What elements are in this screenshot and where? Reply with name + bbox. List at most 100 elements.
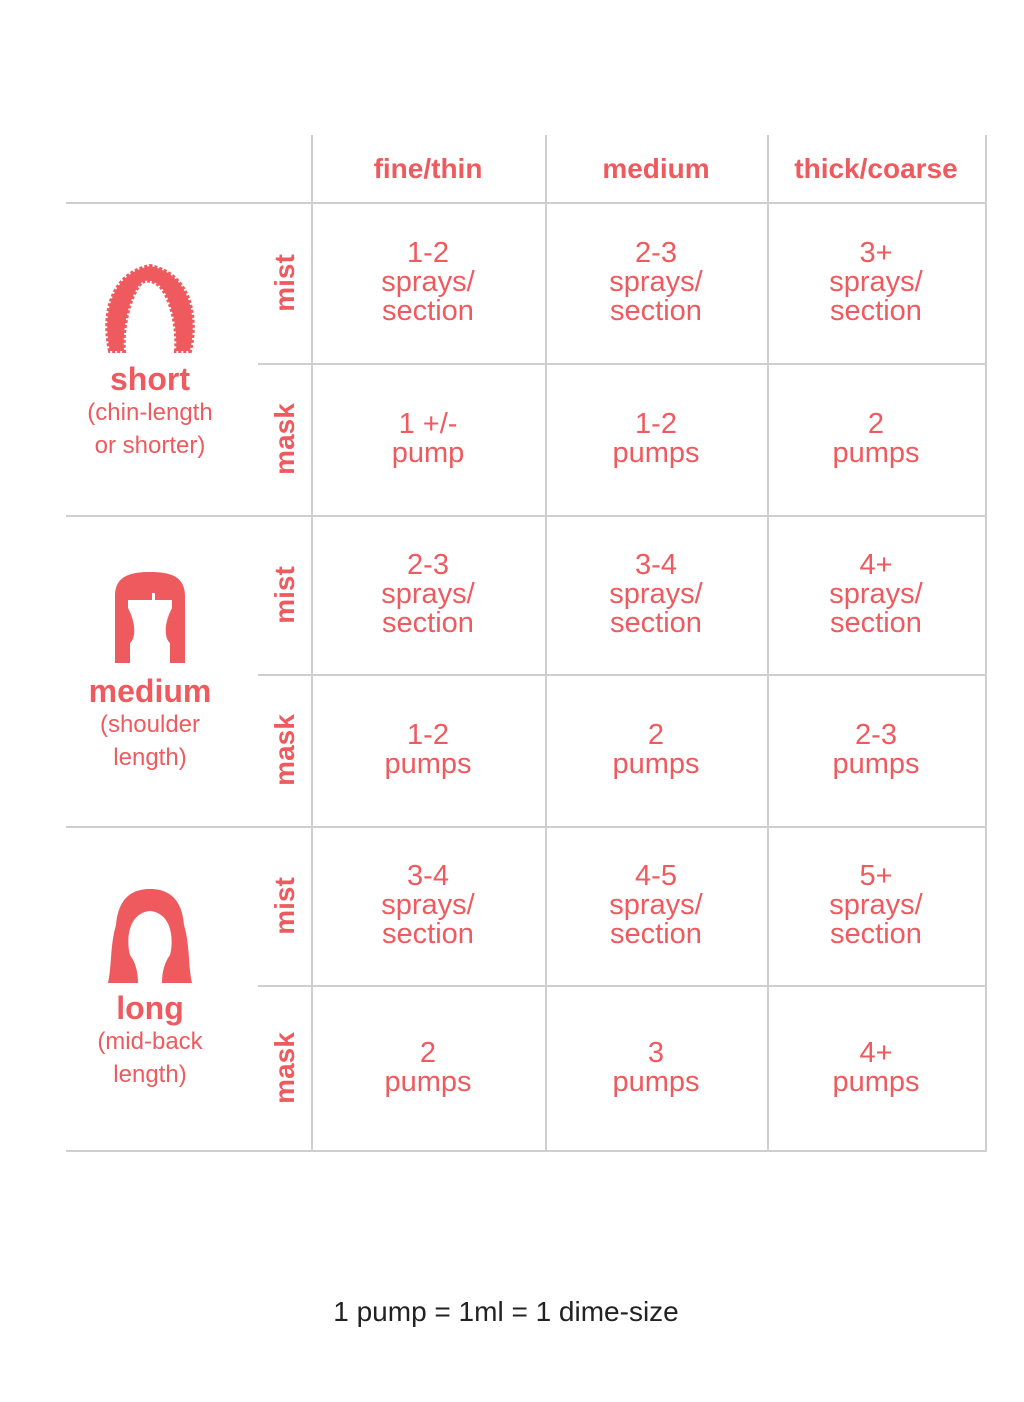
dosage-text: pumps [612, 748, 700, 780]
hair-length-description: (shoulder [99, 710, 201, 738]
product-label-text: mist [268, 565, 300, 624]
grid-hline [258, 363, 987, 365]
grid-hline [258, 985, 987, 987]
dosage-cell: 2 pumps [767, 363, 985, 515]
dosage-text: 2 [867, 408, 885, 440]
dosage-text: 4+ [859, 1036, 893, 1069]
dosage-cell: 3+ sprays/section [767, 202, 985, 363]
product-label: mask [258, 674, 311, 826]
hair-length-label: medium [88, 672, 212, 709]
dosage-text: 1-2 [635, 408, 677, 440]
hair-length-description: or shorter) [94, 431, 206, 459]
dosage-text: 4-5 [635, 860, 677, 892]
dosage-text: sprays/ [381, 578, 475, 610]
dosage-text: 2-3 [407, 549, 449, 581]
dosage-text: sprays/ [609, 889, 703, 921]
product-label-text: mist [268, 876, 300, 935]
dosage-text: sprays/ [829, 889, 923, 921]
dosage-text: 3+ [859, 237, 893, 269]
dosage-text: 3-4 [407, 860, 449, 892]
dosage-text: pumps [832, 437, 920, 469]
dosage-text: section [830, 918, 922, 950]
dosage-text: pumps [384, 1065, 472, 1098]
product-label: mask [258, 985, 311, 1150]
product-label: mist [258, 202, 311, 363]
grid-hline [66, 826, 987, 828]
dosage-text: section [610, 295, 702, 327]
dosage-text: 2 [419, 1036, 437, 1069]
dosage-cell: 4-5 sprays/section [545, 826, 767, 985]
dosage-cell: 5+ sprays/section [767, 826, 985, 985]
footnote: 1 pump = 1ml = 1 dime-size [333, 1296, 679, 1327]
dosage-cell: 1-2 pumps [311, 674, 545, 826]
dosage-text: 1-2 [407, 237, 449, 269]
dosage-cell: 2-3 sprays/section [311, 515, 545, 674]
hair-length-description: (chin-length [87, 398, 213, 426]
hair-length-description: length) [113, 743, 187, 771]
dosage-cell: 2 pumps [311, 985, 545, 1150]
dosage-cell: 2 pumps [545, 674, 767, 826]
product-label-text: mask [268, 1031, 300, 1104]
dosage-text: section [382, 918, 474, 950]
dosage-text: 3 [647, 1036, 665, 1069]
product-label-text: mist [268, 253, 300, 312]
hair-length-label: short [110, 360, 190, 397]
hair-length-label: long [116, 990, 184, 1026]
dosage-text: pumps [612, 1065, 700, 1098]
dosage-text: 2-3 [855, 719, 897, 751]
product-label: mist [258, 826, 311, 985]
dosage-text: section [830, 295, 922, 327]
dosage-cell: 4+ sprays/section [767, 515, 985, 674]
product-label: mask [258, 363, 311, 515]
dosage-text: section [610, 607, 702, 639]
curly-short-hair-icon [105, 263, 195, 353]
dosage-cell: 1-2 sprays/section [311, 202, 545, 363]
dosage-text: sprays/ [609, 266, 703, 298]
dosage-cell: 3 pumps [545, 985, 767, 1150]
dosage-text: 1 +/- [398, 408, 458, 440]
hair-group-long: long (mid-back length) [66, 826, 234, 1150]
product-label-text: mask [268, 403, 300, 475]
dosage-text: sprays/ [609, 578, 703, 610]
grid-hline [66, 515, 987, 517]
dosage-text: pumps [832, 1065, 920, 1098]
hair-group-medium: medium (shoulder length) [66, 515, 234, 826]
dosage-text: pumps [612, 437, 700, 469]
dosage-text: section [610, 918, 702, 950]
dosage-text: 2 [647, 719, 665, 751]
dosage-text: 4+ [859, 549, 893, 581]
dosage-text: 2-3 [635, 237, 677, 269]
dosage-text: 5+ [859, 860, 893, 892]
grid-vline [985, 135, 987, 1150]
dosage-cell: 2-3 pumps [767, 674, 985, 826]
dosage-cell: 2-3 sprays/section [545, 202, 767, 363]
column-header: fine/thin [373, 152, 483, 184]
dosage-text: pump [391, 437, 465, 469]
dosage-text: sprays/ [381, 889, 475, 921]
dosage-cell: 4+ pumps [767, 985, 985, 1150]
grid-vline [311, 135, 313, 1150]
dosage-text: section [382, 295, 474, 327]
grid-vline [545, 135, 547, 1150]
dosage-text: section [830, 607, 922, 639]
dosage-text: pumps [384, 748, 472, 780]
dosage-cell: 3-4 sprays/section [311, 826, 545, 985]
dosage-text: 1-2 [407, 719, 449, 751]
column-header: medium [602, 152, 710, 184]
long-hair-icon [108, 889, 192, 983]
grid-hline [258, 674, 987, 676]
grid-hline [66, 202, 987, 204]
product-label-text: mask [268, 714, 300, 786]
dosage-text: sprays/ [829, 266, 923, 298]
dosage-text: pumps [832, 748, 920, 780]
hair-group-short: short (chin-length or shorter) [66, 202, 234, 515]
grid-hline [66, 1150, 987, 1152]
dosage-cell: 1 +/- pump [311, 363, 545, 515]
product-label: mist [258, 515, 311, 674]
hair-length-description: (mid-back [97, 1028, 203, 1055]
hair-length-description: length) [113, 1061, 187, 1088]
column-header: thick/coarse [794, 152, 958, 184]
grid-vline [767, 135, 769, 1150]
dosage-text: section [382, 607, 474, 639]
dosage-cell: 3-4 sprays/section [545, 515, 767, 674]
